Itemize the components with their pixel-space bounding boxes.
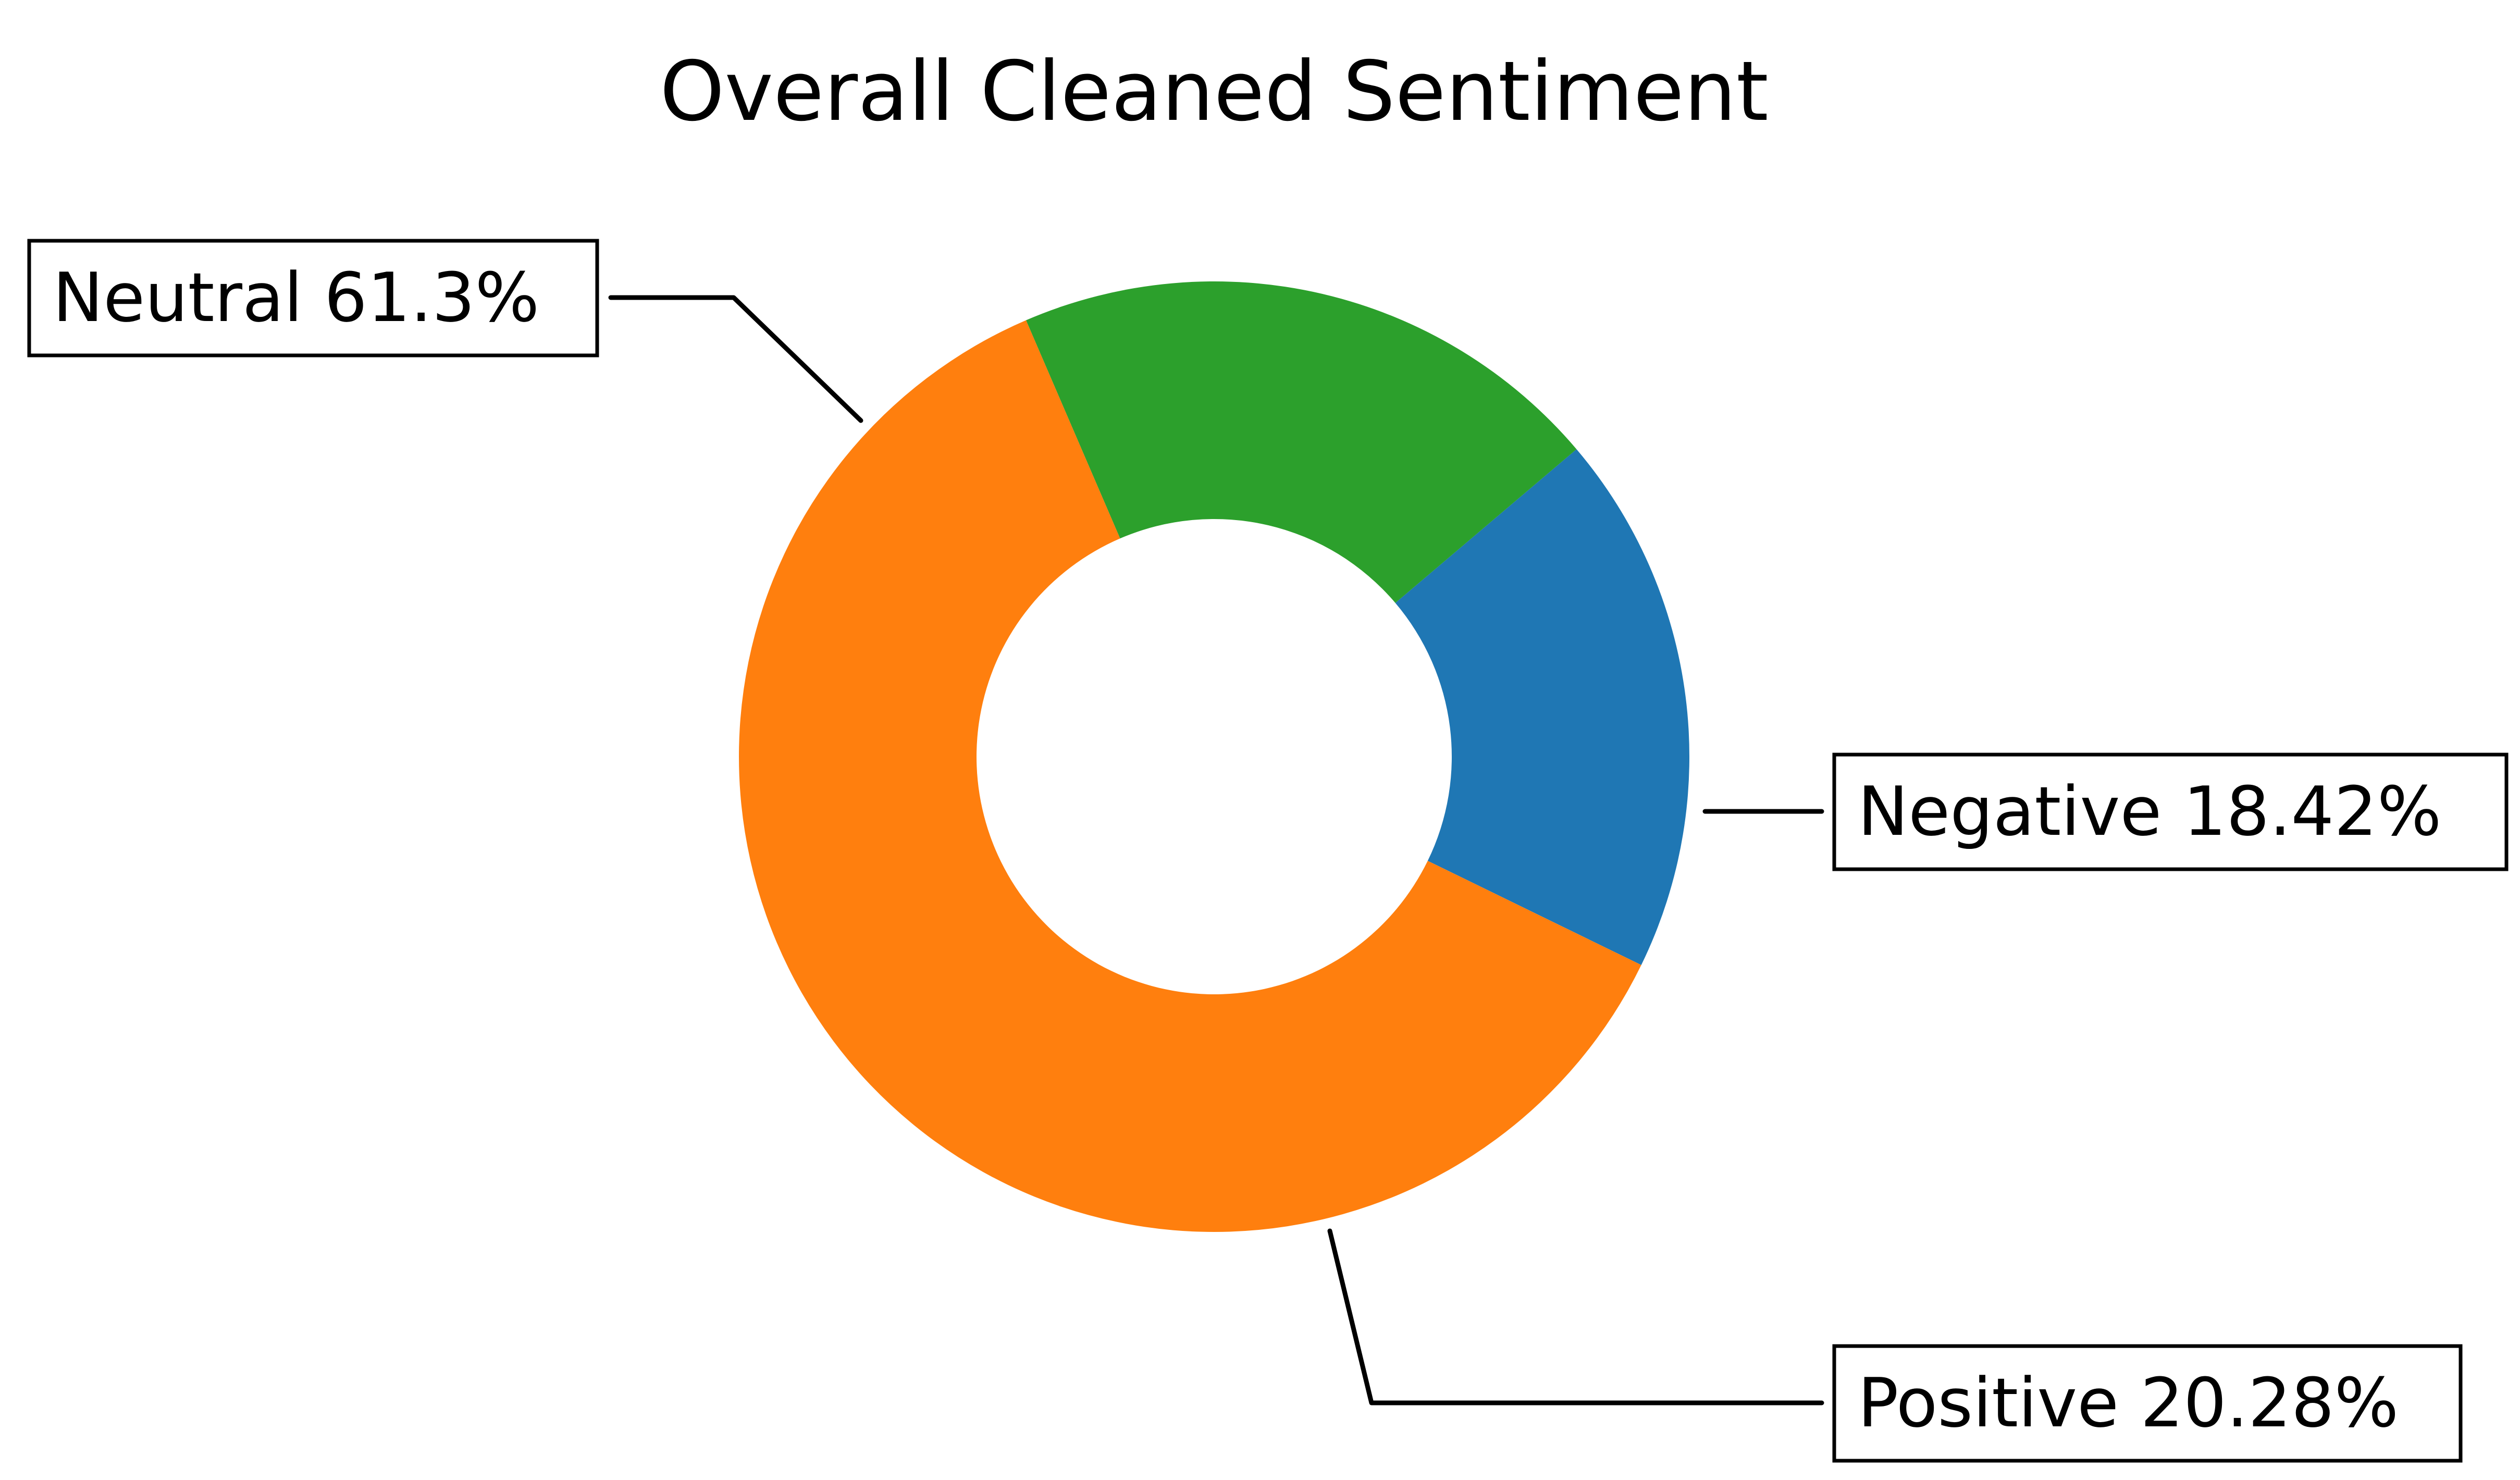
chart-title: Overall Cleaned Sentiment: [660, 44, 1769, 140]
slice-label-positive: Positive 20.28%: [1858, 1363, 2399, 1442]
slice-negative: [1395, 449, 1689, 965]
label-box-positive: [1832, 1344, 2463, 1463]
label-box-negative: [1832, 753, 2509, 871]
slice-label-negative: Negative 18.42%: [1858, 772, 2441, 851]
slice-labels: Negative 18.42% Positive 20.28% Neutral 61…: [27, 239, 2509, 1463]
slice-positive: [1026, 281, 1577, 603]
slice-neutral: [739, 320, 1641, 1232]
leader-line-neutral: [608, 295, 863, 423]
label-box-neutral: [27, 239, 599, 357]
donut-slices: [739, 281, 1689, 1232]
slice-label-neutral: Neutral 61.3%: [53, 258, 539, 337]
leader-line-positive: [1327, 1228, 1824, 1405]
